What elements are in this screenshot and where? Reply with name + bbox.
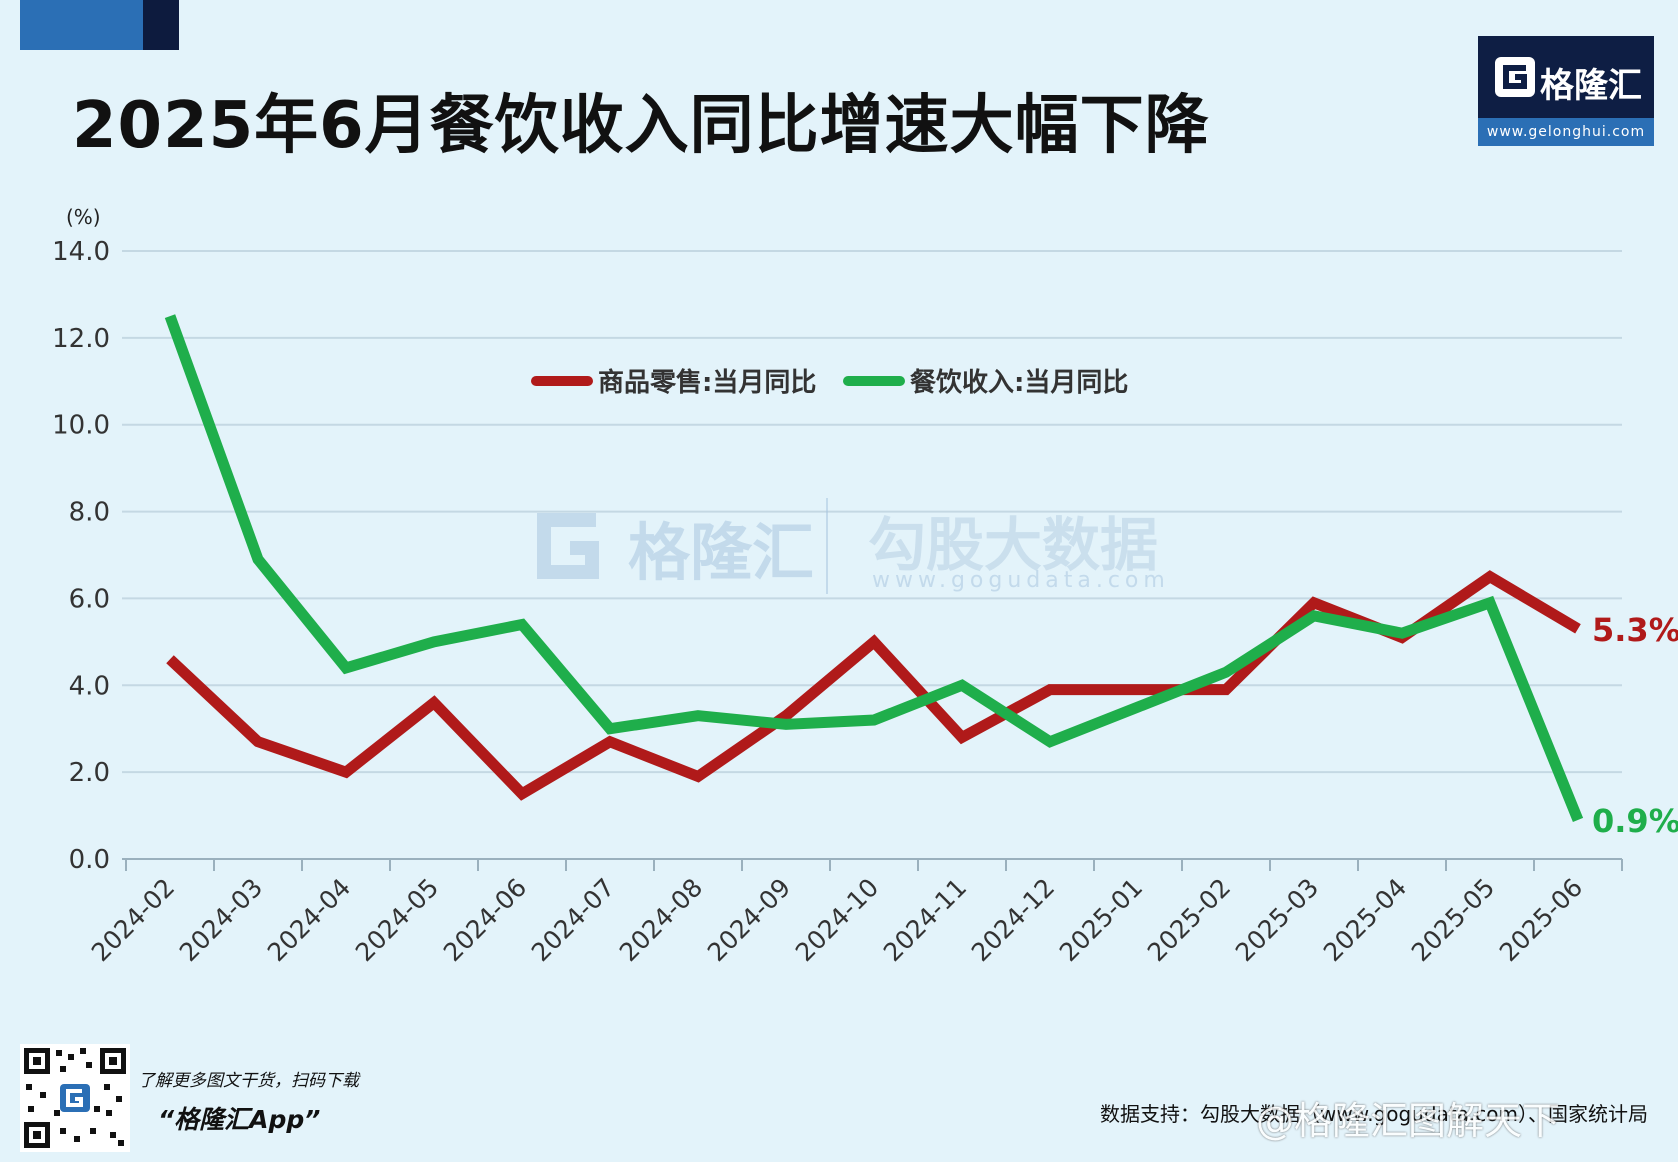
- gelonghui-logo[interactable]: 格隆汇 www.gelonghui.com: [1478, 36, 1654, 146]
- x-tick-label: 2024-06: [438, 873, 532, 967]
- x-tick-label: 2024-07: [526, 873, 620, 967]
- top-accent-bar-dark: [143, 0, 179, 50]
- legend: 商品零售:当月同比 餐饮收入:当月同比: [531, 367, 1128, 398]
- x-tick-label: 2024-10: [790, 873, 884, 967]
- x-tick-label: 2025-02: [1142, 873, 1236, 967]
- y-tick-label: 14.0: [52, 237, 110, 267]
- legend-label-retail: 商品零售:当月同比: [598, 367, 816, 398]
- x-tick-label: 2024-08: [614, 873, 708, 967]
- series-retail-line: [166, 570, 1581, 801]
- promo-text: 了解更多图文干货，扫码下载: [138, 1071, 359, 1091]
- series-layer: [164, 314, 1584, 822]
- grid-layer: [122, 250, 1622, 774]
- logo-brand-text: 格隆汇: [1540, 66, 1642, 106]
- logo-g-icon: [1495, 57, 1535, 97]
- y-tick-label: 4.0: [69, 671, 110, 701]
- y-tick-label: 6.0: [69, 584, 110, 614]
- x-tick-label: 2024-12: [966, 873, 1060, 967]
- catering-end-label: 0.9%: [1592, 802, 1678, 840]
- x-tick-label: 2025-05: [1406, 873, 1500, 967]
- x-tick-label: 2025-04: [1318, 873, 1412, 967]
- x-tick-label: 2024-09: [702, 873, 796, 967]
- legend-label-catering: 餐饮收入:当月同比: [910, 368, 1128, 398]
- y-tick-label: 12.0: [52, 324, 110, 354]
- y-tick-label: 8.0: [69, 498, 110, 528]
- x-tick-label: 2025-03: [1230, 873, 1324, 967]
- x-tick-label: 2025-06: [1494, 873, 1588, 967]
- y-tick-label: 0.0: [69, 845, 110, 875]
- x-tick-label: 2024-04: [262, 873, 356, 967]
- logo-url: www.gelonghui.com: [1478, 118, 1654, 146]
- line-chart: (%)0.02.04.06.08.010.012.014.02024-02202…: [52, 205, 1678, 967]
- axis-layer: (%)0.02.04.06.08.010.012.014.02024-02202…: [52, 205, 1623, 967]
- label-layer: 5.3% 0.9%: [1592, 611, 1678, 840]
- x-tick-label: 2024-05: [350, 873, 444, 967]
- weibo-watermark: @格隆汇图解天下: [1256, 1099, 1561, 1143]
- x-tick-label: 2024-03: [174, 873, 268, 967]
- y-tick-label: 10.0: [52, 411, 110, 441]
- qr-code[interactable]: [20, 1044, 130, 1152]
- page-title: 2025年6月餐饮收入同比增速大幅下降: [72, 89, 1210, 163]
- series-catering-line: [164, 314, 1584, 822]
- retail-end-label: 5.3%: [1592, 611, 1678, 649]
- x-tick-label: 2025-01: [1054, 873, 1148, 967]
- promo-app-name: “格隆汇App”: [158, 1105, 321, 1134]
- x-tick-label: 2024-02: [86, 873, 180, 967]
- x-tick-label: 2024-11: [878, 873, 972, 967]
- y-tick-label: 2.0: [69, 758, 110, 788]
- y-unit-label: (%): [66, 205, 101, 229]
- data-source: 数据支持：勾股大数据（www.gogudata.com）、国家统计局: [1100, 1102, 1649, 1126]
